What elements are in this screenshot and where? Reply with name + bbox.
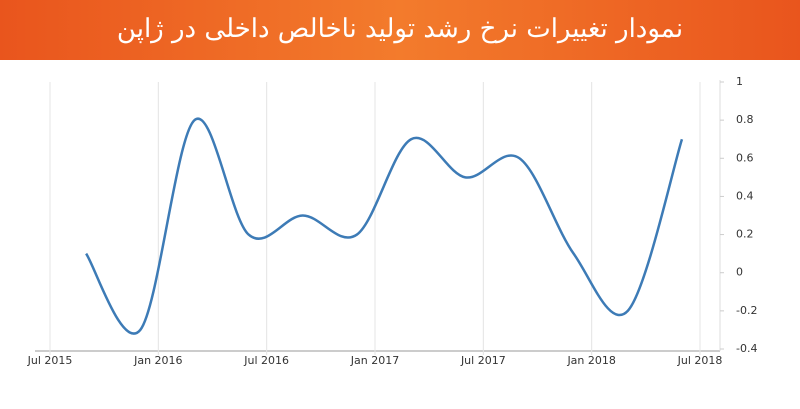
y-tick-label: 0.4 — [736, 189, 754, 202]
y-tick-label: 0.8 — [736, 113, 754, 126]
y-tick-label: 0.6 — [736, 151, 754, 164]
x-tick-label: Jan 2017 — [350, 354, 399, 367]
x-tick-label: Jan 2018 — [566, 354, 615, 367]
y-tick-label: -0.2 — [736, 304, 757, 317]
y-tick-label: 1 — [736, 75, 743, 88]
y-tick-label: 0 — [736, 266, 743, 279]
y-tick-label: -0.4 — [736, 342, 757, 355]
x-tick-label: Jul 2017 — [460, 354, 506, 367]
header: نمودار تغییرات نرخ رشد تولید ناخالص داخل… — [0, 0, 800, 60]
x-tick-label: Jul 2015 — [27, 354, 73, 367]
x-tick-label: Jan 2016 — [133, 354, 182, 367]
y-tick-label: 0.2 — [736, 228, 754, 241]
chart-title: نمودار تغییرات نرخ رشد تولید ناخالص داخل… — [116, 14, 684, 44]
x-tick-label: Jul 2018 — [677, 354, 723, 367]
data-line — [85, 117, 684, 335]
x-tick-label: Jul 2016 — [243, 354, 289, 367]
